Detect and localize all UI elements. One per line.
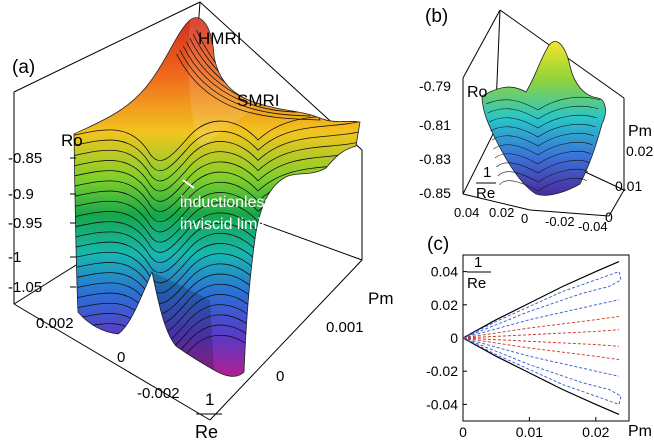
panel-c-y-label-den: Re (467, 275, 486, 292)
panel-a-y-tick: 0.002 (36, 315, 74, 332)
panel-c-series-3 (462, 337, 622, 405)
panel-a-z-label: Ro (61, 131, 83, 150)
annotation-smri: SMRI (237, 91, 280, 110)
panel-b-z-tick: -0.85 (419, 185, 451, 201)
panel-a-contour (74, 150, 360, 202)
panel-b-y-label-den: Re (476, 185, 495, 202)
panel-c-ticks: 0 0.01 0.02 0.04 0.02 0 -0.02 -0.04 (426, 264, 610, 440)
panel-c-series-1 (462, 337, 620, 415)
panel-b-y-tick: -0.04 (578, 219, 608, 234)
panel-c-y-label-num: 1 (474, 254, 482, 271)
panel-c-series-4 (462, 299, 620, 339)
panel-c-x-tick: 0 (459, 424, 467, 440)
panel-c-series-7 (462, 337, 620, 361)
panel-b-y-ticks: 0.04 0.02 0 -0.02 -0.04 (454, 205, 608, 234)
panel-b-y-label: 1 Re (476, 164, 496, 202)
panel-a-z-tick: -1 (8, 249, 21, 266)
panel-c-frame (462, 254, 630, 422)
panel-a-y-ticks: 0.002 0 -0.002 (36, 315, 180, 402)
panel-c-y-tick: -0.02 (426, 363, 458, 379)
panel-c-y-tick: 0.04 (431, 264, 458, 280)
panel-b-y-tick: -0.02 (545, 214, 575, 229)
panel-c-series-0 (462, 261, 620, 339)
panel-a-z-tick: -0.85 (8, 150, 42, 167)
panel-a-y-label-den: Re (195, 422, 218, 442)
panel-c-series-2 (462, 271, 622, 339)
panel-b-z-label: Ro (467, 84, 488, 101)
panel-a-x-tick: 0 (276, 368, 284, 385)
panel-b-z-tick: -0.83 (419, 151, 451, 167)
panel-b-z-tick: -0.79 (419, 78, 451, 94)
panel-b-y-tick: 0 (521, 211, 528, 226)
panel-c-y-tick: 0 (450, 330, 458, 346)
panel-b-contour (497, 169, 589, 183)
panel-c-lines (462, 261, 622, 415)
panel-a-y-label: 1 Re (195, 390, 222, 442)
panel-a-x-ticks: 0.001 0 (276, 319, 364, 385)
panel-a-y-label-num: 1 (205, 390, 214, 409)
panel-a-contour (74, 140, 360, 192)
panel-a-y-tick: -0.002 (137, 385, 180, 402)
panel-a: (a) Ro -0.85 -0.9 -0.95 -1 -1.05 Pm 0.001 0 (8, 1, 394, 442)
panel-b-contour (490, 124, 596, 138)
panel-a-surface (73, 17, 361, 377)
panel-c-series-9 (462, 337, 620, 347)
panel-c: (c) 0 0.01 0.02 0.04 0.02 0 -0.02 -0.04 1 Re Pm (426, 234, 652, 440)
panel-b-contour (491, 133, 595, 147)
panel-b-contour (488, 115, 598, 129)
panel-a-z-tick: -0.95 (8, 215, 42, 232)
panel-c-series-5 (462, 337, 620, 377)
panel-b-z-tick: -0.81 (419, 117, 451, 133)
annotation-inviscid: inviscid limit (180, 216, 266, 233)
panel-a-y-tick: 0 (117, 349, 125, 366)
panel-c-y-tick: -0.04 (426, 396, 458, 412)
panel-a-contour (74, 130, 360, 182)
panel-b-y-tick: 0.04 (454, 205, 479, 220)
panel-b-contour (499, 178, 587, 192)
panel-a-contour (74, 160, 360, 212)
panel-c-y-label: 1 Re (467, 254, 491, 292)
panel-a-x-label: Pm (368, 289, 394, 308)
panel-b-z-ticks: -0.79 -0.81 -0.83 -0.85 (419, 78, 451, 201)
panel-c-label: (c) (427, 234, 449, 255)
panel-b-x-tick: 0.02 (626, 143, 653, 159)
panel-c-x-label: Pm (628, 423, 652, 440)
panel-c-x-tick: 0.02 (582, 424, 609, 440)
panel-b: (b) Ro -0.79-0.81-0.83-0.85 Pm 0.020.010… (419, 6, 653, 234)
annotation-pointer (182, 179, 195, 189)
panel-b-x-tick: 0.01 (615, 178, 642, 194)
panel-b-contour (485, 96, 601, 111)
panel-a-z-tick: -0.9 (8, 186, 34, 203)
panel-b-x-ticks: 0.02 0.010 (605, 143, 653, 225)
panel-c-series-6 (462, 315, 620, 339)
panel-b-y-label-num: 1 (483, 164, 491, 181)
panel-b-contour (493, 142, 593, 156)
panel-b-contour (494, 151, 592, 165)
panel-a-z-ticks: -0.85 -0.9 -0.95 -1 -1.05 (8, 150, 76, 296)
panel-b-contour (496, 160, 590, 174)
panel-a-z-tick: -1.05 (8, 279, 42, 296)
annotation-inductionless: inductionless (180, 194, 273, 211)
annotation-hmri: HMRI (198, 29, 241, 48)
panel-b-label: (b) (425, 6, 448, 27)
panel-c-y-tick: 0.02 (431, 297, 458, 313)
panel-b-contour (487, 105, 599, 120)
panel-b-surface (481, 41, 606, 196)
panel-b-y-tick: 0.02 (489, 205, 514, 220)
panel-a-x-tick: 0.001 (326, 319, 364, 336)
panel-c-x-tick: 0.01 (516, 424, 543, 440)
panel-a-contour (74, 119, 360, 172)
panel-b-x-label: Pm (628, 123, 652, 140)
panel-a-label: (a) (12, 57, 35, 78)
panel-c-series-8 (462, 329, 620, 339)
panel-b-x-tick: 0 (605, 209, 613, 225)
